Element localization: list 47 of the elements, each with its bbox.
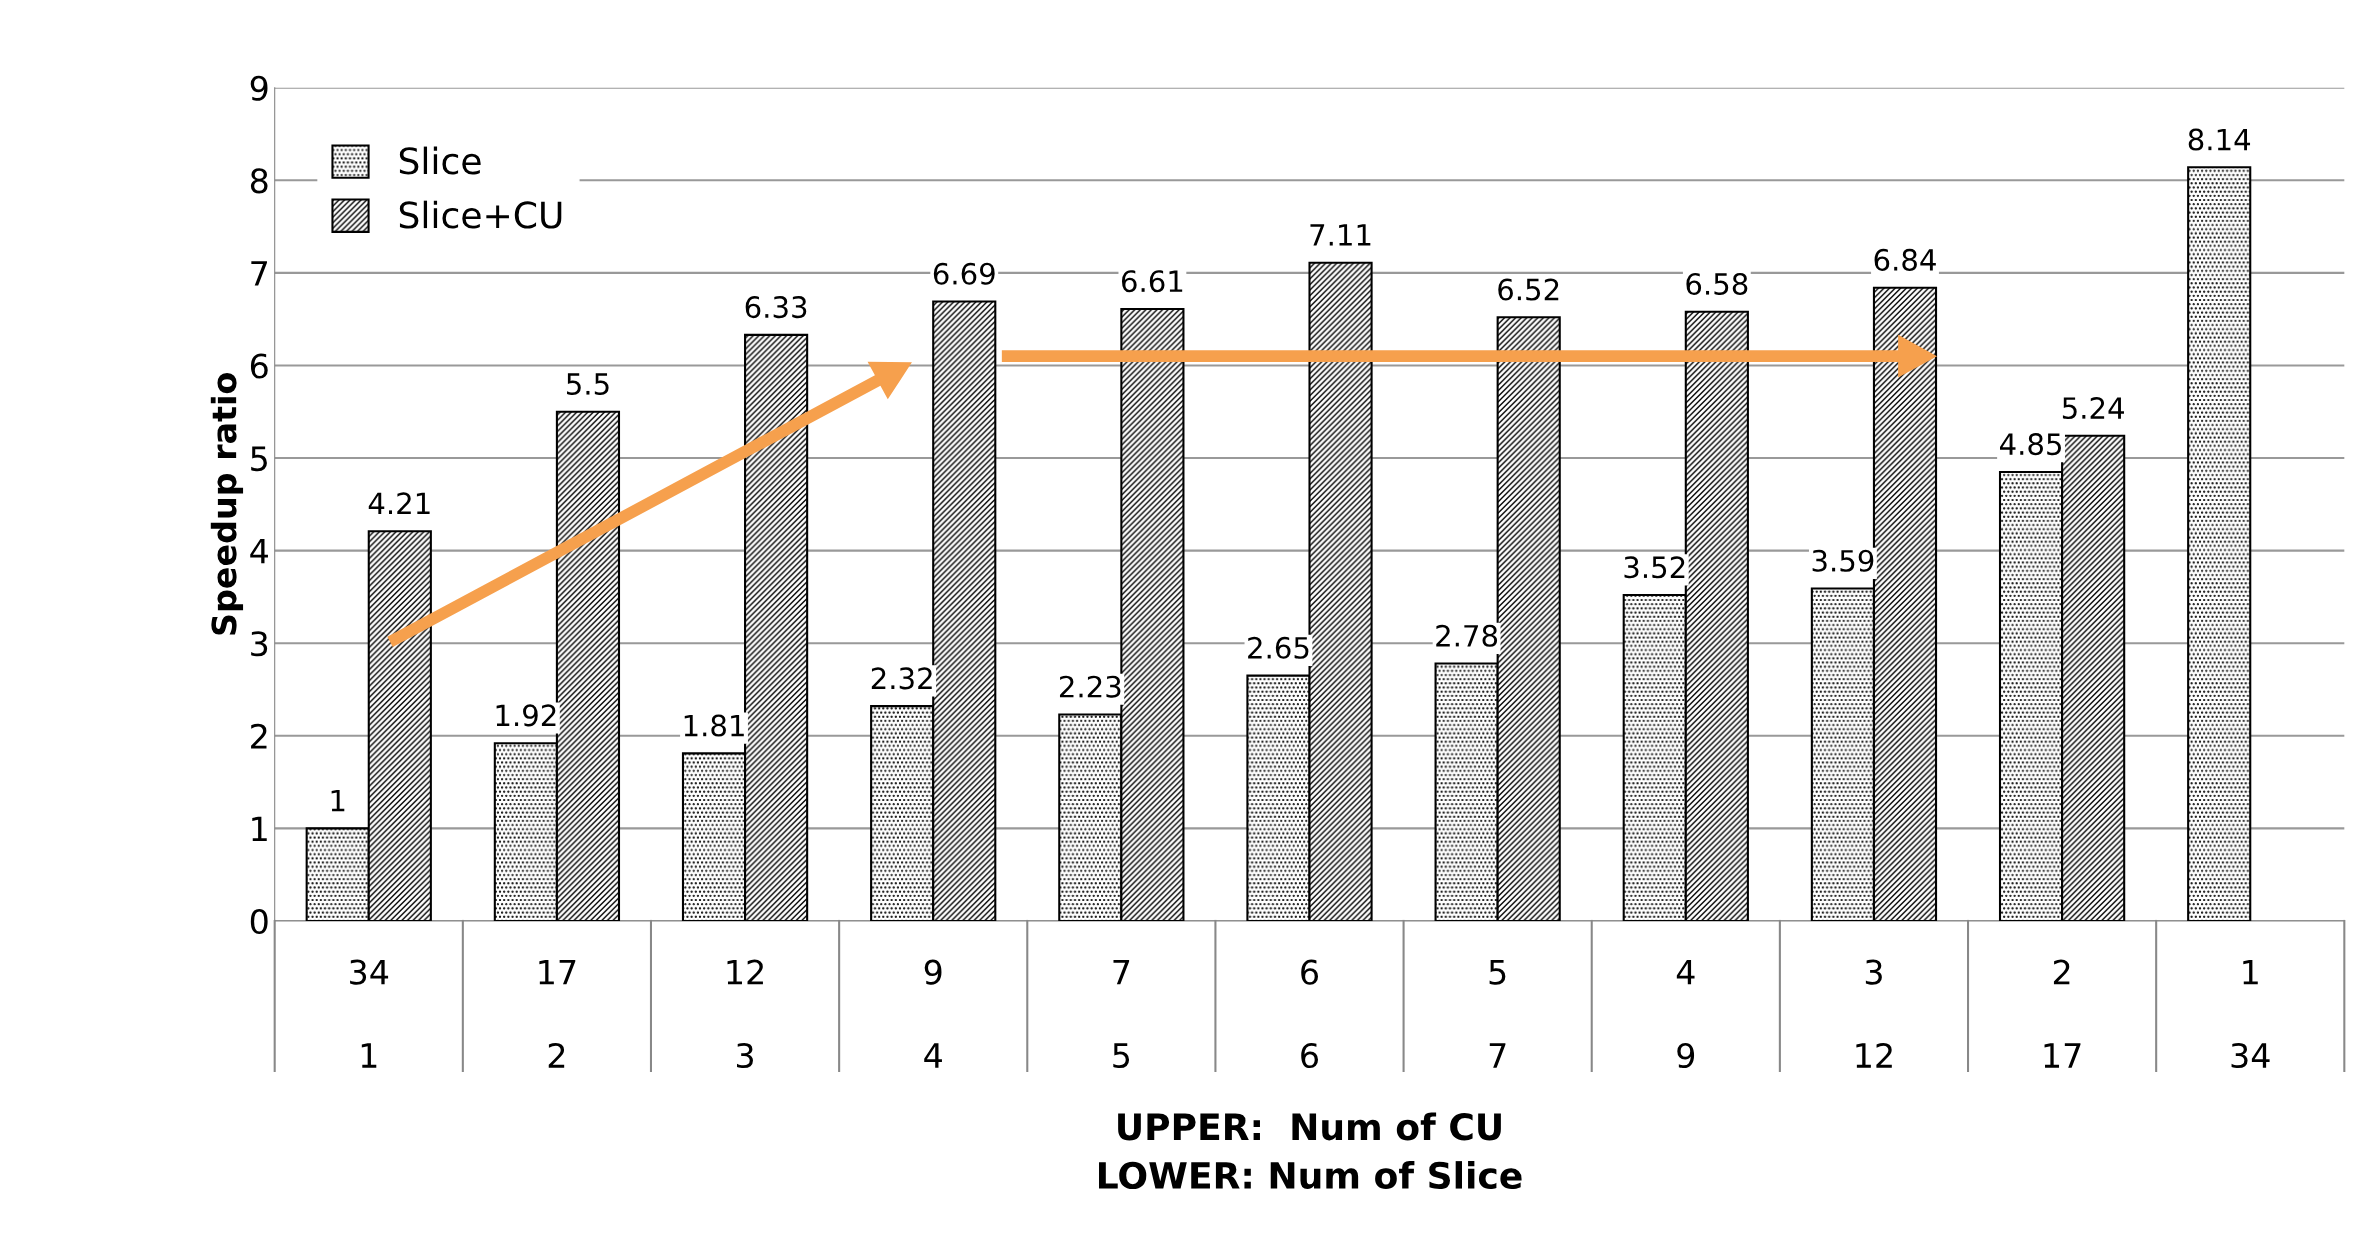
category-label: 12 3 bbox=[727, 959, 763, 1069]
data-label: 5.24 bbox=[2062, 397, 2124, 420]
legend-label: Slice+CU bbox=[399, 200, 562, 229]
legend-label: Slice bbox=[399, 146, 481, 175]
y-tick-label: 8 bbox=[250, 168, 268, 194]
y-tick-label: 7 bbox=[251, 261, 267, 286]
y-tick-label: 0 bbox=[250, 908, 268, 935]
category-label: 1 34 bbox=[2231, 960, 2270, 1069]
y-tick-label: 4 bbox=[250, 538, 268, 564]
data-label: 1 bbox=[331, 789, 345, 812]
data-label: 2.23 bbox=[1059, 675, 1121, 698]
data-label: 8.14 bbox=[2188, 128, 2251, 151]
category-label: 4 9 bbox=[1676, 960, 1695, 1069]
data-label: 6.61 bbox=[1121, 270, 1183, 293]
category-label: 6 6 bbox=[1301, 959, 1319, 1069]
category-label: 34 1 bbox=[350, 959, 389, 1068]
category-label: 9 4 bbox=[924, 959, 942, 1068]
data-label: 7.11 bbox=[1310, 224, 1371, 246]
data-label: 6.58 bbox=[1686, 272, 1748, 295]
data-label: 3.59 bbox=[1812, 549, 1874, 572]
category-label: 17 2 bbox=[539, 960, 576, 1068]
data-label: 5.5 bbox=[567, 373, 609, 395]
data-label: 1.92 bbox=[496, 704, 556, 727]
data-label: 3.52 bbox=[1624, 556, 1685, 579]
category-label: 5 7 bbox=[1489, 960, 1506, 1068]
data-label: 6.33 bbox=[745, 296, 807, 319]
data-label: 6.69 bbox=[933, 262, 995, 285]
data-label: 2.65 bbox=[1248, 636, 1309, 659]
y-tick-label: 9 bbox=[250, 75, 268, 101]
y-tick-label: 5 bbox=[251, 446, 267, 472]
y-tick-label: 3 bbox=[251, 631, 268, 657]
data-label: 6.84 bbox=[1874, 248, 1936, 271]
x-axis-title: UPPER: Num of CU LOWER: Num of Slice bbox=[1099, 1112, 1522, 1190]
y-tick-label: 6 bbox=[250, 353, 268, 379]
data-label: 4.21 bbox=[368, 492, 430, 514]
bar bbox=[2187, 166, 2252, 921]
category-label: 3 12 bbox=[1856, 959, 1892, 1068]
data-label: 2.32 bbox=[871, 667, 932, 690]
y-axis-title: Speedup ratio bbox=[210, 373, 244, 635]
data-label: 2.78 bbox=[1436, 624, 1498, 647]
data-label: 6.52 bbox=[1498, 278, 1559, 301]
y-tick-label: 1 bbox=[252, 816, 267, 842]
data-label: 1.81 bbox=[684, 714, 744, 737]
category-label: 2 17 bbox=[2044, 959, 2081, 1068]
data-label: 4.85 bbox=[2000, 433, 2061, 456]
category-label: 7 5 bbox=[1113, 960, 1130, 1069]
y-tick-label: 2 bbox=[251, 723, 267, 749]
